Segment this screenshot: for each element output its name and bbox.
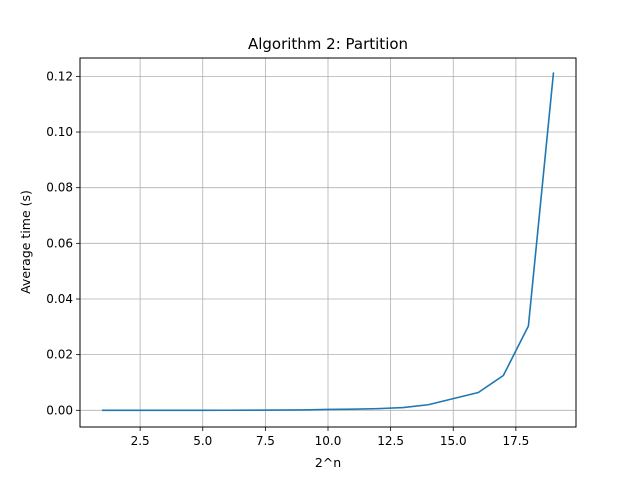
x-tick-label: 15.0	[440, 434, 467, 448]
series-layer	[101, 72, 555, 412]
grid-lines	[80, 58, 576, 427]
x-tick-label: 17.5	[503, 434, 530, 448]
y-tick-label: 0.04	[46, 292, 73, 306]
x-axis: 2.5 5.0 7.5 10.0 12.5 15.0 17.5	[131, 427, 530, 448]
x-tick-label: 7.5	[256, 434, 275, 448]
x-tick-label: 5.0	[193, 434, 212, 448]
x-tick-label: 2.5	[131, 434, 150, 448]
y-axis: 0.00 0.02 0.04 0.06 0.08 0.10 0.12	[46, 69, 80, 417]
chart-title: Algorithm 2: Partition	[248, 35, 408, 53]
series-line	[101, 72, 555, 412]
x-tick-label: 10.0	[315, 434, 342, 448]
y-axis-label: Average time (s)	[18, 190, 33, 294]
x-axis-label: 2^n	[315, 455, 341, 470]
x-tick-label: 12.5	[377, 434, 404, 448]
y-tick-label: 0.12	[46, 69, 73, 83]
y-tick-label: 0.00	[46, 403, 73, 417]
y-tick-label: 0.08	[46, 181, 73, 195]
y-tick-label: 0.02	[46, 348, 73, 362]
y-tick-label: 0.10	[46, 125, 73, 139]
y-tick-label: 0.06	[46, 236, 73, 250]
